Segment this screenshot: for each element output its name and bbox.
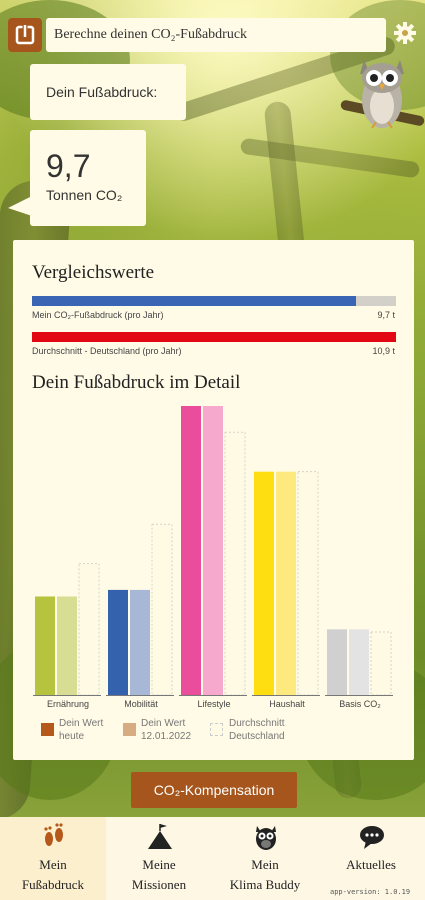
legend-text-average: Durchschnitt Deutschland xyxy=(229,718,285,742)
bar-today-0 xyxy=(35,596,55,695)
footprint-unit: Tonnen CO₂ xyxy=(46,187,123,203)
bar-previous-3 xyxy=(276,471,296,695)
bar-today-2 xyxy=(181,406,201,695)
header-title: Berechne deinen CO₂-Fußabdruck xyxy=(54,27,248,42)
x-axis-label-3: Haushalt xyxy=(269,699,305,709)
nav-item-klima-buddy[interactable]: Mein Klima Buddy xyxy=(212,817,318,900)
comparison-label-mine: Mein CO₂-Fußabdruck (pro Jahr) xyxy=(32,310,164,320)
x-axis-label-1: Mobilität xyxy=(124,699,158,709)
bubble-tail xyxy=(8,196,32,216)
bar-previous-2 xyxy=(203,406,223,695)
app-version-text: app-version: 1.0.19 xyxy=(330,888,411,896)
footprint-value-bubble: 9,7 Tonnen CO₂ xyxy=(30,130,146,226)
nav-item-news[interactable]: Aktuelles xyxy=(318,817,424,900)
comparison-bar-average-fill xyxy=(32,332,396,342)
bar-today-4 xyxy=(327,629,347,695)
detail-bar-chart xyxy=(33,406,393,696)
export-icon xyxy=(15,24,35,45)
bar-average-3 xyxy=(297,471,319,696)
legend-swatch-today xyxy=(41,723,54,736)
nav-label-line1: Mein xyxy=(39,857,67,872)
x-axis-label-4: Basis CO₂ xyxy=(339,699,381,709)
owl-mascot-icon xyxy=(360,60,404,129)
bar-average-1 xyxy=(151,523,173,696)
results-panel: Vergleichswerte Mein CO₂-Fußabdruck (pro… xyxy=(13,240,414,760)
legend-text-today: Dein Wert heute xyxy=(59,718,104,742)
bar-average-4 xyxy=(370,631,392,696)
bar-today-1 xyxy=(108,589,128,695)
chat-bubble-icon xyxy=(360,826,384,849)
comparison-label-average: Durchschnitt - Deutschland (pro Jahr) xyxy=(32,346,182,356)
nav-label-line1: Meine xyxy=(142,857,176,872)
bar-previous-0 xyxy=(57,596,77,695)
bar-average-0 xyxy=(78,563,100,696)
settings-button[interactable] xyxy=(390,18,420,48)
nav-item-missions[interactable]: Meine Missionen xyxy=(106,817,212,900)
footprint-icon xyxy=(44,823,63,846)
co2-compensation-button[interactable]: CO₂-Kompensation xyxy=(131,772,297,808)
comparison-bar-mine-fill xyxy=(32,296,356,306)
mountain-flag-icon xyxy=(148,824,172,849)
nav-label-line2: Fußabdruck xyxy=(21,877,85,892)
footprint-label: Dein Fußabdruck: xyxy=(46,84,158,100)
x-axis-label-0: Ernährung xyxy=(46,699,90,709)
x-axis-label-2: Lifestyle xyxy=(197,699,231,709)
gear-icon xyxy=(394,22,416,44)
legend-swatch-previous xyxy=(123,723,136,736)
legend-text-previous: Dein Wert 12.01.2022 xyxy=(141,718,192,742)
nav-label-line2: Missionen xyxy=(131,877,187,892)
comparison-bar-average xyxy=(32,332,396,342)
bar-today-3 xyxy=(254,471,274,695)
bar-previous-1 xyxy=(130,589,150,695)
nav-label-line1: Aktuelles xyxy=(346,857,396,872)
comparison-title: Vergleichswerte xyxy=(32,262,155,283)
comparison-value-mine: 9,7 t xyxy=(377,310,395,320)
footprint-label-bubble: Dein Fußabdruck: xyxy=(30,64,186,120)
nav-label-line2: Klima Buddy xyxy=(229,877,301,892)
bottom-navigation: Mein Fußabdruck Meine Missionen Mein Kli… xyxy=(0,817,425,900)
nav-item-footprint[interactable]: Mein Fußabdruck xyxy=(0,817,106,900)
bar-average-2 xyxy=(224,431,246,696)
legend-swatch-average xyxy=(210,723,223,736)
nav-label-line1: Mein xyxy=(251,857,279,872)
bar-previous-4 xyxy=(349,629,369,695)
owl-icon xyxy=(256,826,276,850)
comparison-bar-mine xyxy=(32,296,396,306)
detail-chart-title: Dein Fußabdruck im Detail xyxy=(32,372,241,393)
comparison-value-average: 10,9 t xyxy=(372,346,395,356)
calculate-footprint-bar[interactable]: Berechne deinen CO₂-Fußabdruck xyxy=(46,18,386,52)
export-button[interactable] xyxy=(8,18,42,52)
footprint-value: 9,7 xyxy=(46,148,91,184)
